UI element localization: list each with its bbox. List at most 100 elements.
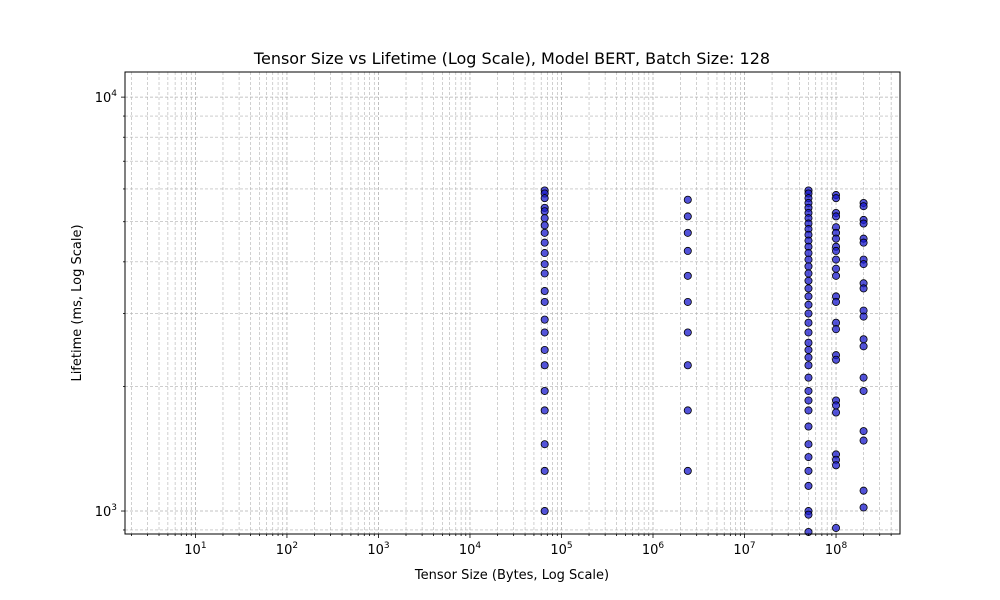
data-point	[859, 219, 868, 228]
x-tick-label: 105	[550, 541, 572, 558]
y-tick-label: 104	[95, 89, 118, 106]
data-point	[804, 453, 813, 462]
data-point	[832, 255, 841, 264]
data-point	[804, 353, 813, 362]
data-point	[540, 194, 549, 203]
x-axis-label: Tensor Size (Bytes, Log Scale)	[414, 568, 609, 583]
data-point	[832, 325, 841, 334]
data-point	[540, 345, 549, 354]
x-tick-label: 106	[642, 541, 665, 558]
data-point	[804, 269, 813, 278]
data-point	[859, 373, 868, 382]
chart-title: Tensor Size vs Lifetime (Log Scale), Mod…	[253, 49, 770, 68]
data-point	[540, 221, 549, 230]
x-tick-label: 103	[367, 541, 389, 558]
data-point	[683, 361, 692, 370]
data-point	[540, 214, 549, 223]
data-point	[683, 328, 692, 337]
data-point	[804, 386, 813, 395]
y-axis-label: Lifetime (ms, Log Scale)	[70, 224, 85, 381]
data-point	[832, 212, 841, 221]
data-point	[859, 335, 868, 344]
x-tick-label: 107	[733, 541, 755, 558]
data-point	[540, 507, 549, 516]
data-point	[804, 422, 813, 431]
data-point	[832, 297, 841, 306]
data-point	[804, 300, 813, 309]
data-point	[859, 284, 868, 293]
data-point	[804, 510, 813, 519]
data-point	[804, 249, 813, 258]
data-point	[540, 249, 549, 258]
data-point	[804, 255, 813, 264]
data-point	[859, 486, 868, 495]
data-point	[804, 276, 813, 285]
data-point	[859, 202, 868, 211]
data-point	[683, 271, 692, 280]
data-point	[683, 406, 692, 415]
data-point	[859, 386, 868, 395]
data-point	[683, 297, 692, 306]
data-point	[832, 401, 841, 410]
axis-ticks: 101 102 103 104 105 106 107 108 103 104	[95, 89, 892, 558]
data-point	[683, 246, 692, 255]
data-point	[540, 238, 549, 247]
data-point	[683, 195, 692, 204]
data-point	[859, 427, 868, 436]
data-point	[804, 292, 813, 301]
data-point	[540, 440, 549, 449]
data-point	[859, 260, 868, 269]
data-point	[540, 228, 549, 237]
data-point	[832, 234, 841, 243]
data-point	[804, 345, 813, 354]
plot-area-frame	[124, 71, 901, 535]
data-point	[540, 386, 549, 395]
data-point	[832, 246, 841, 255]
data-points	[540, 186, 868, 536]
data-point	[683, 466, 692, 475]
grid	[125, 72, 900, 534]
data-point	[804, 284, 813, 293]
data-point	[540, 269, 549, 278]
data-point	[540, 260, 549, 269]
data-point	[832, 264, 841, 273]
data-point	[540, 361, 549, 370]
data-point	[540, 406, 549, 415]
data-point	[683, 228, 692, 237]
data-point	[832, 408, 841, 417]
data-point	[804, 396, 813, 405]
data-point	[540, 297, 549, 306]
data-point	[804, 466, 813, 475]
data-point	[859, 312, 868, 321]
x-tick-label: 104	[459, 541, 482, 558]
x-tick-label: 108	[825, 541, 848, 558]
data-point	[804, 318, 813, 327]
data-point	[804, 338, 813, 347]
data-point	[859, 503, 868, 512]
data-point	[804, 373, 813, 382]
y-tick-label: 103	[95, 503, 117, 520]
data-point	[804, 262, 813, 271]
data-point	[804, 361, 813, 370]
data-point	[804, 440, 813, 449]
x-tick-label: 101	[184, 541, 206, 558]
data-point	[804, 406, 813, 415]
data-point	[804, 328, 813, 337]
data-point	[683, 212, 692, 221]
data-point	[832, 523, 841, 532]
data-point	[804, 481, 813, 490]
data-point	[540, 328, 549, 337]
x-tick-label: 102	[276, 541, 298, 558]
data-point	[832, 271, 841, 280]
data-point	[832, 355, 841, 364]
data-point	[540, 287, 549, 296]
data-point	[804, 309, 813, 318]
data-point	[540, 207, 549, 216]
data-point	[859, 436, 868, 445]
data-point	[540, 315, 549, 324]
data-point	[859, 342, 868, 351]
data-point	[859, 238, 868, 247]
data-point	[832, 194, 841, 203]
